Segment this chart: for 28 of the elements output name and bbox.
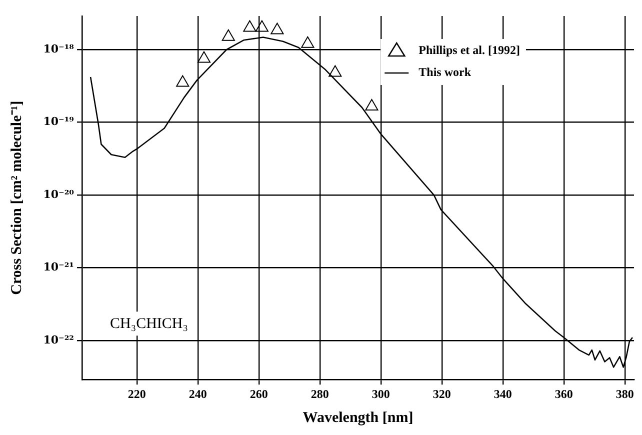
point: [270, 22, 284, 34]
y-tick-label: 10⁻²⁰: [43, 188, 74, 201]
x-tick-label: 220: [128, 386, 146, 401]
point: [255, 20, 268, 32]
x-tick-label: 380: [616, 386, 634, 401]
x-tick-label: 300: [372, 386, 390, 401]
legend-label: This work: [418, 65, 472, 80]
x-tick-label: 340: [494, 386, 512, 401]
x-tick-label: 260: [250, 386, 268, 401]
y-tick-label: 10⁻²²: [43, 333, 74, 346]
legend-label: Phillips et al. [1992]: [418, 43, 520, 58]
point: [365, 99, 378, 111]
point: [328, 65, 342, 77]
x-tick-label: 320: [432, 386, 451, 401]
y-tick-label: 10⁻²¹: [43, 260, 74, 274]
point: [176, 75, 190, 87]
x-tick-label: 240: [188, 386, 207, 401]
y-tick-label: 10⁻¹⁸: [43, 42, 74, 56]
y-tick-label: 10⁻¹⁹: [43, 115, 74, 128]
x-tick-label: 280: [310, 386, 329, 401]
annotation: CH₃CHICH₃: [110, 316, 188, 332]
x-axis-title: Wavelength [nm]: [302, 410, 414, 426]
point: [243, 20, 256, 32]
x-tick-label: 360: [554, 386, 573, 401]
y-axis-title: Cross Section [cm² molecule⁻¹]: [8, 100, 25, 295]
point: [222, 29, 235, 41]
point: [301, 36, 314, 48]
point: [197, 51, 211, 63]
